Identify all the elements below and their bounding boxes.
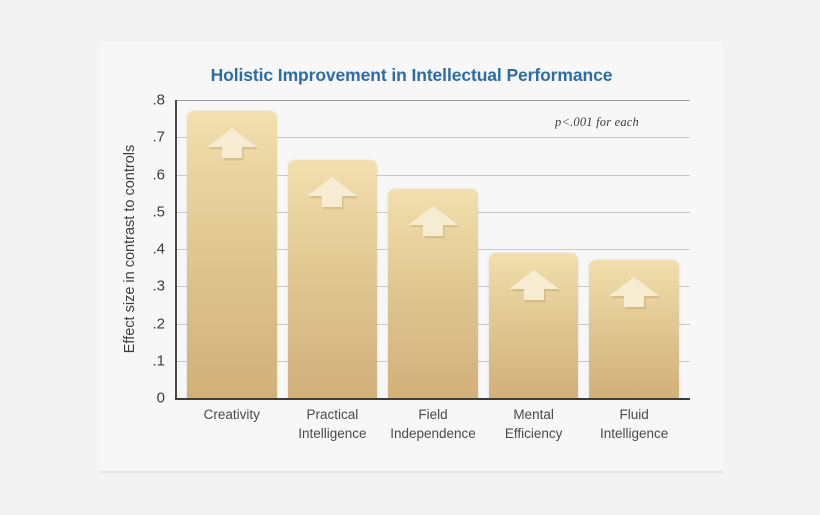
- up-arrow-icon: [305, 176, 359, 210]
- y-axis-tick-label: .5: [152, 203, 165, 221]
- bar-slot: [589, 100, 679, 398]
- gridline: [175, 174, 690, 176]
- chart-card: Holistic Improvement in Intellectual Per…: [100, 41, 723, 473]
- x-axis-labels: Creativity Practical Intelligence Field Inde…: [175, 405, 690, 443]
- significance-annotation: p<.001 for each: [555, 115, 639, 129]
- y-axis-tick-label: .6: [152, 166, 165, 183]
- bar[interactable]: [388, 189, 478, 398]
- y-axis-tick-label: .2: [152, 315, 165, 332]
- x-axis-line: [175, 397, 690, 400]
- bar-slot: [388, 100, 478, 398]
- y-axis-tick-label: .3: [152, 277, 165, 295]
- x-axis-tick-label: Creativity: [203, 407, 260, 422]
- y-axis-title-label: Effect size in contrast to controls: [122, 144, 138, 354]
- bar[interactable]: [488, 252, 579, 398]
- up-arrow-icon: [205, 127, 259, 161]
- bar-slot: [287, 100, 378, 398]
- bar[interactable]: [287, 159, 378, 398]
- x-axis-tick-label: Field Independence: [390, 407, 476, 441]
- y-axis-line: [175, 100, 177, 398]
- gridline: [175, 100, 690, 101]
- y-axis-title: Effect size in contrast to controls: [120, 100, 140, 398]
- x-axis-tick-label: Mental Efficiency: [504, 407, 563, 441]
- chart-title: Holistic Improvement in Intellectual Per…: [210, 65, 613, 85]
- bar-slot: [488, 100, 579, 398]
- x-axis-tick-label: Fluid Intelligence: [600, 407, 669, 441]
- up-arrow-icon: [607, 276, 661, 310]
- gridline: [175, 137, 690, 139]
- bar-series: [175, 100, 690, 398]
- y-axis-tick-label: .8: [152, 91, 165, 109]
- y-axis-tick-label: 0: [156, 389, 165, 407]
- bar[interactable]: [187, 111, 277, 398]
- up-arrow-icon: [507, 269, 561, 303]
- bar[interactable]: [589, 260, 679, 398]
- y-axis-tick-label: .7: [152, 128, 165, 146]
- x-axis-tick-label: Practical Intelligence: [298, 407, 367, 441]
- y-axis-tick-label: .4: [152, 240, 165, 258]
- up-arrow-icon: [406, 205, 460, 239]
- bar-slot: [187, 100, 277, 398]
- plot-area: .8 .7 .6 .5 .4 .3 .2 .1 0: [152, 92, 690, 407]
- y-axis-tick-label: .1: [152, 352, 165, 370]
